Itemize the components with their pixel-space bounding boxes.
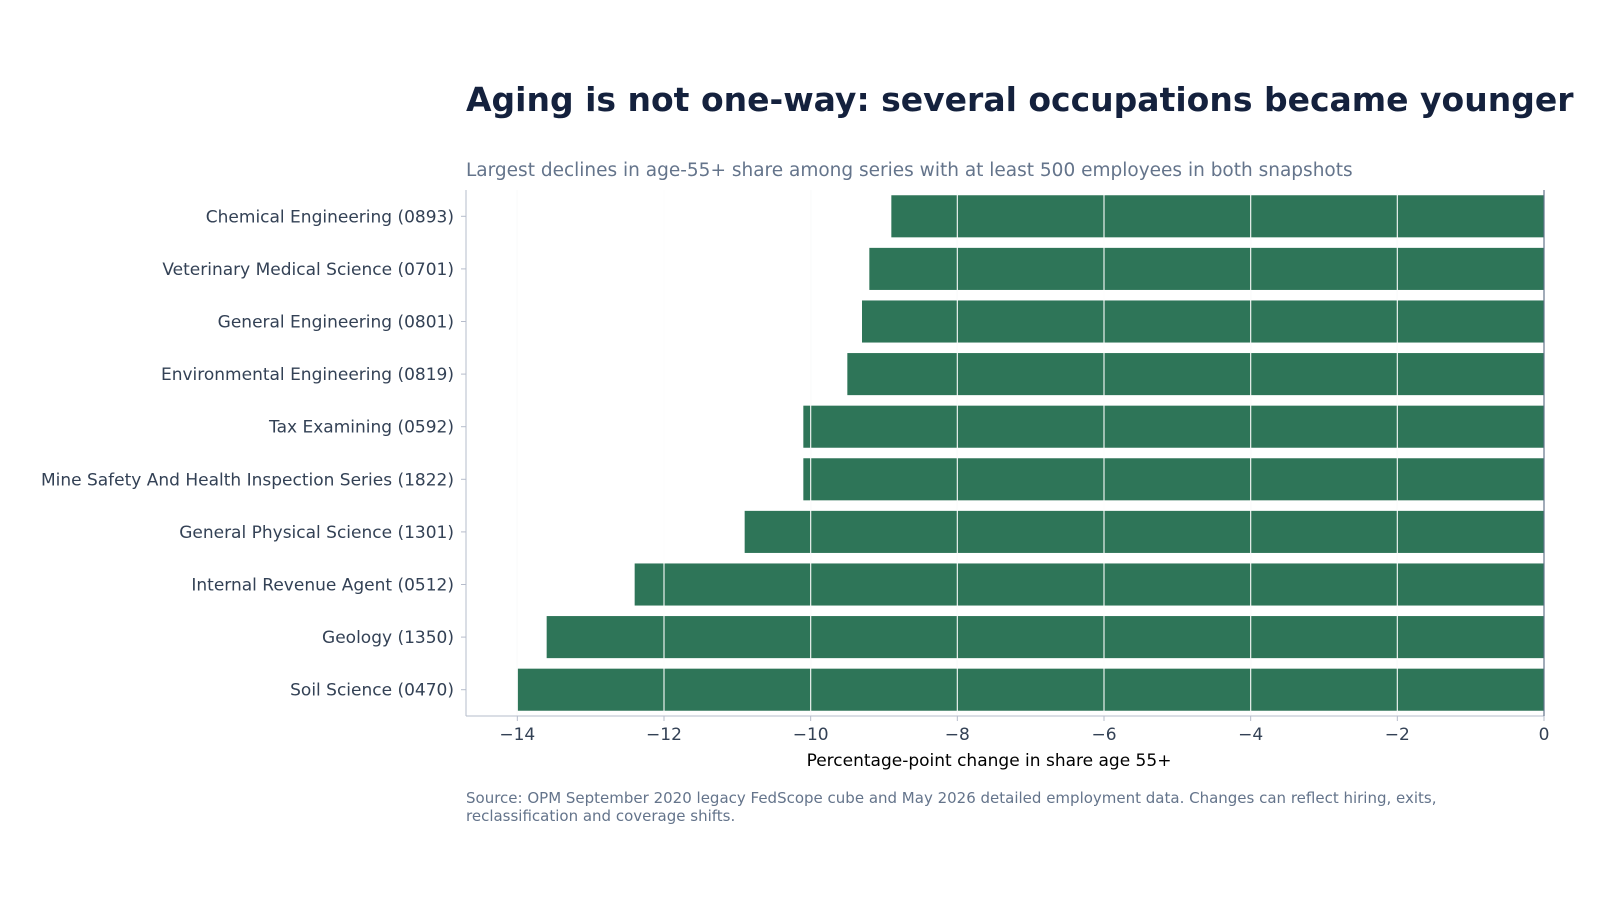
x-tick-label: −12 [646,725,682,745]
x-tick-label: −2 [1385,725,1410,745]
category-label: Mine Safety And Health Inspection Series… [41,470,454,490]
chart-title: Aging is not one-way: several occupation… [466,80,1574,119]
category-labels: Chemical Engineering (0893) Veterinary Me… [41,207,454,700]
bar [847,353,1544,396]
category-label: Internal Revenue Agent (0512) [191,576,454,596]
bar [744,510,1544,553]
bar [869,247,1544,290]
category-label: Geology (1350) [322,628,454,648]
bar [634,563,1544,606]
axes [461,190,1545,721]
x-tick-label: −8 [945,725,970,745]
x-tick-label: −10 [793,725,829,745]
grid-overlay [516,190,1398,716]
category-label: Chemical Engineering (0893) [206,207,454,227]
bar [546,616,1544,659]
bar [862,300,1544,343]
bars [517,195,1545,711]
bar [517,668,1545,711]
source-note: Source: OPM September 2020 legacy FedSco… [466,789,1437,825]
category-label: Soil Science (0470) [290,681,454,701]
category-label: General Physical Science (1301) [179,523,454,543]
x-tick-labels: −14 −12 −10 −8 −6 −4 −2 0 [499,725,1549,745]
category-label: Environmental Engineering (0819) [161,365,454,385]
category-label: General Engineering (0801) [218,313,454,333]
category-label: Tax Examining (0592) [268,418,454,438]
x-tick-label: −6 [1091,725,1116,745]
x-tick-label: −4 [1238,725,1263,745]
x-axis-title: Percentage-point change in share age 55+ [807,751,1172,771]
bar [891,195,1544,238]
x-tick-label: 0 [1539,725,1550,745]
x-tick-label: −14 [499,725,535,745]
bar [803,458,1544,501]
bar [803,405,1544,448]
category-label: Veterinary Medical Science (0701) [162,260,454,280]
chart-subtitle: Largest declines in age-55+ share among … [466,160,1353,181]
